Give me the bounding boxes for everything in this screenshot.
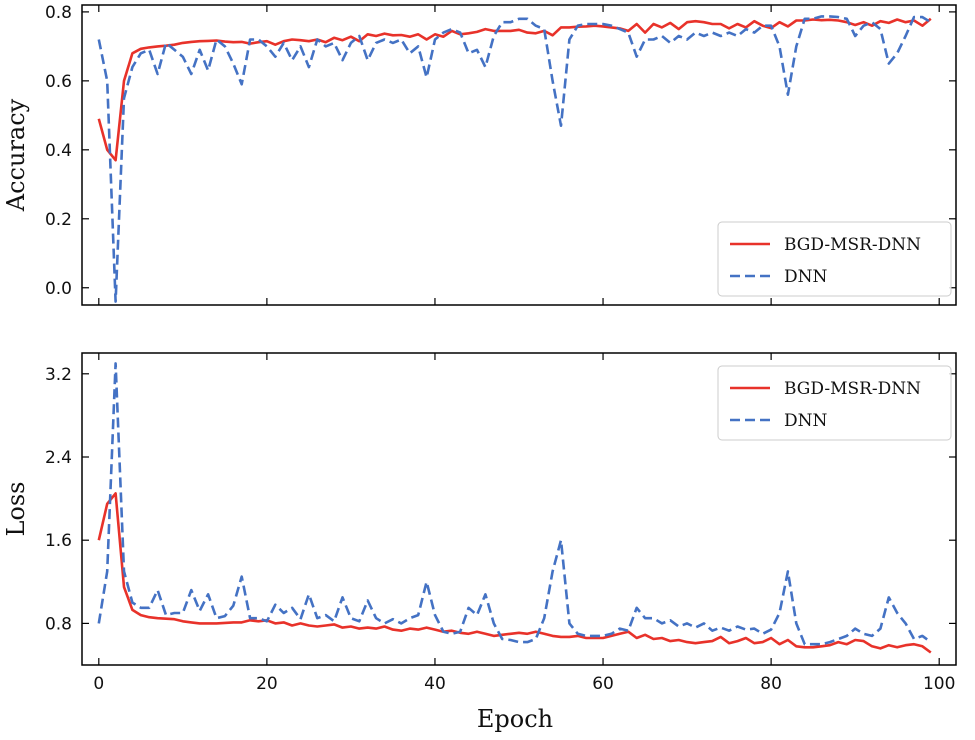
loss-panel: 0 20 40 60 80 100 0.8 1.6 2.4 3.2 Loss Epoch BGD-MSR… — [2, 352, 957, 733]
y-tick-label: 2.4 — [45, 448, 72, 468]
y-tick-label: 1.6 — [45, 531, 72, 551]
legend-label: DNN — [784, 411, 828, 431]
x-tick-label: 40 — [424, 674, 446, 694]
y-tick-label: 0.8 — [45, 3, 72, 23]
legend: BGD-MSR-DNN DNN — [717, 365, 952, 441]
y-axis-title: Accuracy — [2, 98, 30, 212]
y-tick-label: 3.2 — [45, 365, 72, 385]
x-tick-label: 20 — [256, 674, 278, 694]
legend: BGD-MSR-DNN DNN — [717, 221, 952, 297]
plot-frame — [81, 352, 957, 666]
y-tick-label: 0.4 — [45, 141, 72, 161]
legend-label: DNN — [784, 267, 828, 287]
x-axis-title: Epoch — [477, 705, 553, 733]
legend-box — [717, 221, 952, 297]
x-tick-label: 60 — [592, 674, 614, 694]
y-tick-label: 0.0 — [45, 279, 72, 299]
x-tick-label: 100 — [923, 674, 955, 694]
y-axis-title: Loss — [2, 481, 30, 536]
plot-frame — [81, 4, 957, 306]
y-tick-label: 0.6 — [45, 72, 72, 92]
x-tick-label: 80 — [760, 674, 782, 694]
series-line-bgd-msr-dnn — [97, 492, 932, 654]
series-line-dnn — [97, 362, 932, 646]
legend-label: BGD-MSR-DNN — [784, 379, 921, 399]
legend-box — [717, 365, 952, 441]
y-tick-label: 0.8 — [45, 614, 72, 634]
x-tick-label: 0 — [93, 674, 104, 694]
y-tick-label: 0.2 — [45, 210, 72, 230]
legend-label: BGD-MSR-DNN — [784, 235, 921, 255]
series-line-dnn — [97, 15, 932, 303]
series-line-bgd-msr-dnn — [97, 17, 932, 162]
accuracy-panel: 0.0 0.2 0.4 0.6 0.8 Accuracy BGD-MSR-DNN DNN — [2, 3, 957, 306]
